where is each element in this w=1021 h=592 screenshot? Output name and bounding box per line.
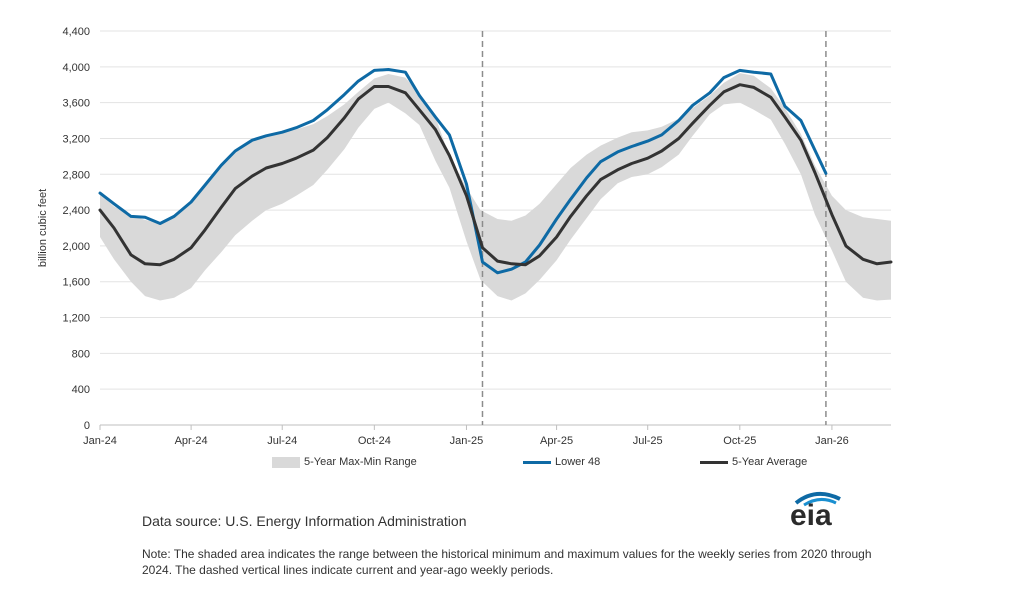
x-tick-label: Oct-24 <box>358 435 391 447</box>
legend-item-average: 5-Year Average <box>700 456 807 468</box>
y-tick-label: 1,200 <box>62 313 90 325</box>
x-tick-label: Jan-25 <box>450 435 484 447</box>
y-tick-label: 1,600 <box>62 277 90 289</box>
x-tick-label: Apr-24 <box>175 435 208 447</box>
y-axis-title: billion cubic feet <box>37 189 49 267</box>
range-band <box>100 73 891 301</box>
y-tick-label: 400 <box>72 384 90 396</box>
legend-swatch-lower48 <box>523 460 551 464</box>
x-tick-label: Jan-24 <box>83 435 117 447</box>
y-tick-label: 3,600 <box>62 98 90 110</box>
reference-lines <box>481 31 827 425</box>
y-tick-label: 2,400 <box>62 205 90 217</box>
series-line-lower48 <box>98 68 828 275</box>
legend: 5-Year Max-Min Range Lower 48 5-Year Ave… <box>0 456 1021 476</box>
x-tick-label: Jan-26 <box>815 435 849 447</box>
y-tick-label: 800 <box>72 348 90 360</box>
series-lines <box>98 68 893 275</box>
legend-label-range: 5-Year Max-Min Range <box>304 456 417 468</box>
y-tick-label: 4,400 <box>62 26 90 38</box>
legend-item-lower48: Lower 48 <box>523 456 600 468</box>
storage-chart: 0 400 800 1,200 1,600 2,000 2,400 2,800 3,200 3,6… <box>37 26 893 447</box>
legend-swatch-range <box>272 456 300 468</box>
legend-label-average: 5-Year Average <box>732 456 808 468</box>
eia-logo: eia <box>788 489 844 532</box>
legend-label-lower48: Lower 48 <box>555 456 601 468</box>
x-tick-label: Apr-25 <box>540 435 573 447</box>
legend-item-range: 5-Year Max-Min Range <box>272 456 417 468</box>
range-band-layer <box>100 73 891 301</box>
y-tick-label: 2,000 <box>62 241 90 253</box>
x-tick-label: Jul-25 <box>633 435 663 447</box>
series-line-5yr-average <box>98 83 893 267</box>
y-tick-label: 4,000 <box>62 62 90 74</box>
x-tick-label: Jul-24 <box>267 435 297 447</box>
eia-logo-text: eia <box>790 499 832 529</box>
chart-note: Note: The shaded area indicates the rang… <box>142 547 872 577</box>
eia-logo-icon: eia <box>790 491 841 532</box>
y-tick-label: 0 <box>84 420 90 432</box>
y-tick-label: 3,200 <box>62 133 90 145</box>
y-tick-label: 2,800 <box>62 169 90 181</box>
legend-swatch-average <box>700 460 728 464</box>
data-source: Data source: U.S. Energy Information Adm… <box>142 513 467 529</box>
axes: 0 400 800 1,200 1,600 2,000 2,400 2,800 3,200 3,6… <box>62 26 848 447</box>
x-tick-label: Oct-25 <box>723 435 756 447</box>
